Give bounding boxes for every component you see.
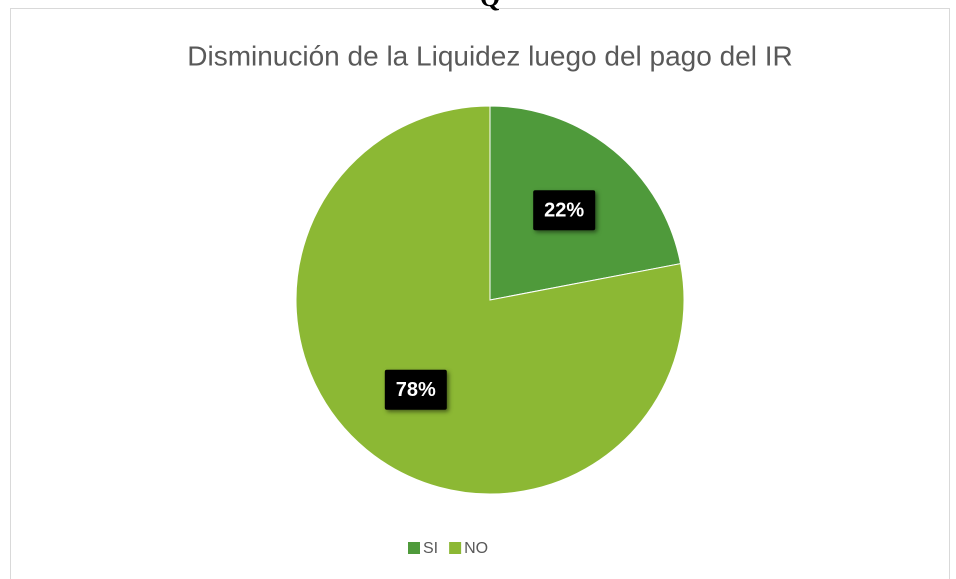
legend-swatch <box>408 542 420 554</box>
legend-label: SI <box>423 540 438 557</box>
legend-label: NO <box>464 540 488 557</box>
data-label-box <box>533 190 596 231</box>
legend-swatch <box>449 542 462 554</box>
data-label: 22% <box>544 200 584 222</box>
data-label: 78% <box>396 379 436 401</box>
data-label-box <box>384 369 447 410</box>
cropped-text: Q <box>480 0 500 12</box>
chart-title: Disminución de la Liquidez luego del pag… <box>187 40 793 71</box>
